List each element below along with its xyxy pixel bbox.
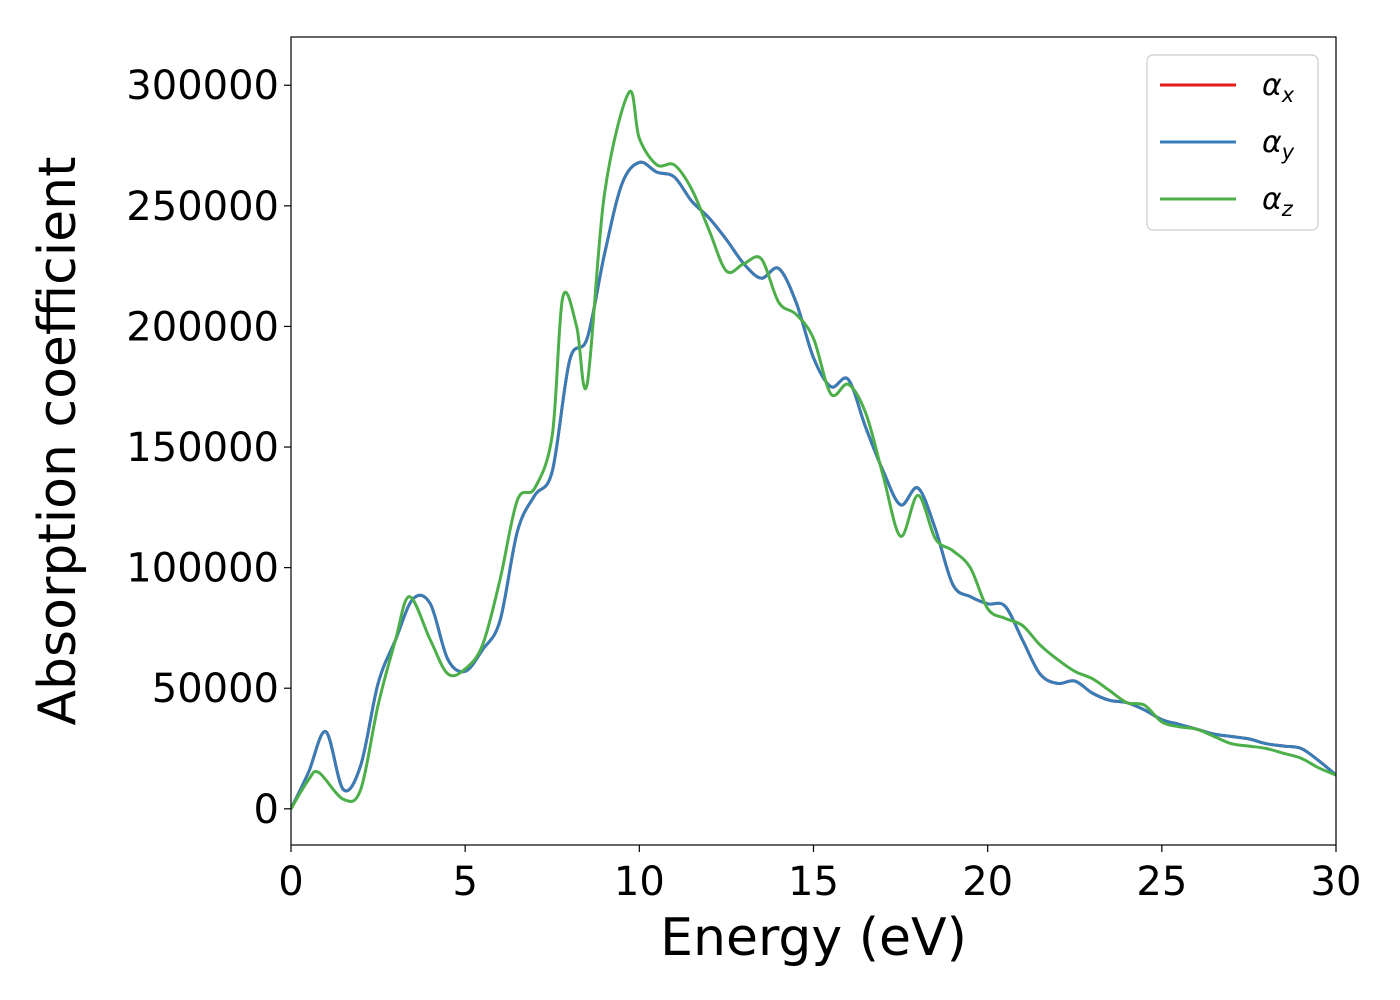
x-tick-label: 0 bbox=[278, 859, 303, 905]
y-tick-label: 200000 bbox=[126, 304, 279, 350]
y-tick-label: 300000 bbox=[126, 63, 279, 109]
x-axis: 0 5 10 15 20 25 30 bbox=[278, 845, 1361, 905]
series-line-z bbox=[291, 89, 1336, 810]
y-axis-label: Absorption coefficient bbox=[28, 156, 88, 725]
x-tick-label: 15 bbox=[788, 859, 839, 905]
y-axis: 0 50000 100000 150000 200000 250000 300000 bbox=[126, 63, 291, 833]
x-tick-label: 5 bbox=[452, 859, 477, 905]
y-tick-label: 250000 bbox=[126, 184, 279, 230]
y-tick-label: 0 bbox=[254, 787, 279, 833]
x-tick-label: 10 bbox=[614, 859, 665, 905]
x-tick-label: 30 bbox=[1311, 859, 1362, 905]
y-tick-label: 150000 bbox=[126, 425, 279, 471]
y-tick-label: 100000 bbox=[126, 546, 279, 592]
plot-lines bbox=[291, 89, 1336, 810]
x-axis-label: Energy (eV) bbox=[660, 908, 967, 968]
x-tick-label: 20 bbox=[962, 859, 1013, 905]
x-tick-label: 25 bbox=[1136, 859, 1187, 905]
y-tick-label: 50000 bbox=[152, 666, 279, 712]
